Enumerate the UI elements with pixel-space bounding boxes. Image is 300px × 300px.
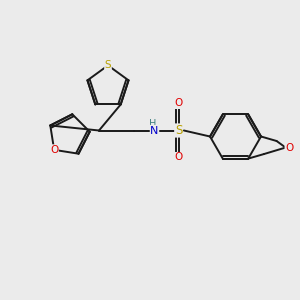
Text: O: O	[50, 145, 58, 155]
Text: O: O	[174, 152, 183, 163]
Text: S: S	[175, 124, 182, 137]
Text: N: N	[150, 125, 159, 136]
Text: H: H	[149, 119, 156, 129]
Text: O: O	[285, 142, 293, 152]
Text: S: S	[105, 60, 111, 70]
Text: O: O	[174, 98, 183, 109]
